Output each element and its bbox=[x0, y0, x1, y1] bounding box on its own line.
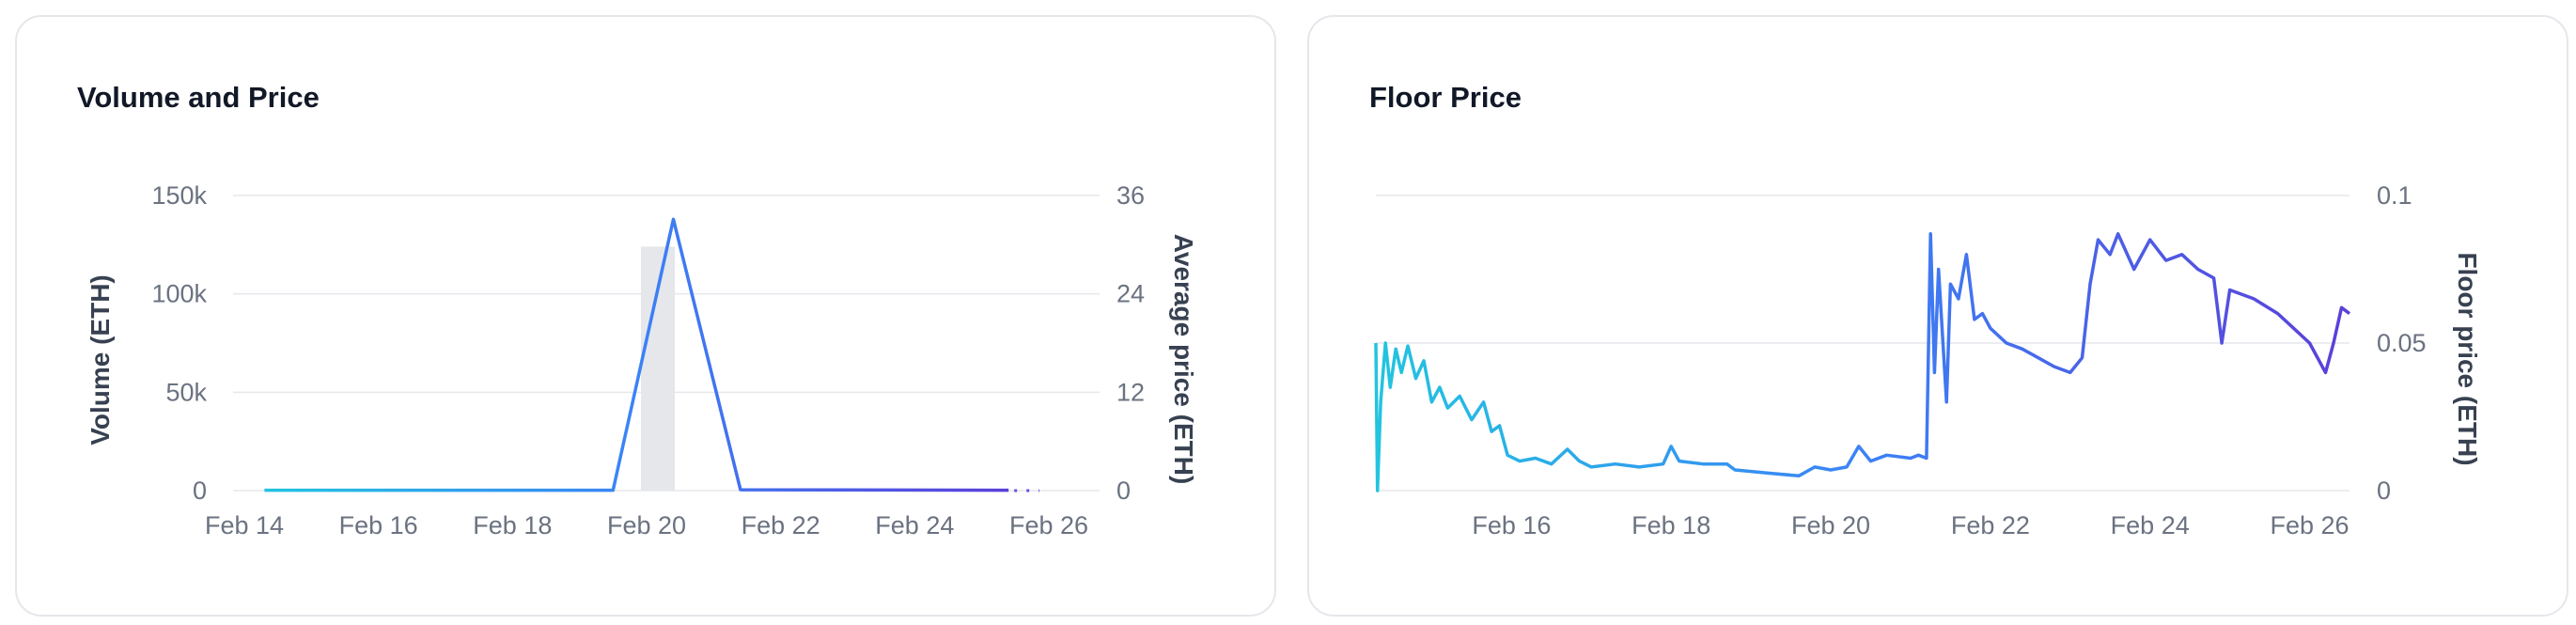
y2-tick-label: 0.05 bbox=[2377, 329, 2427, 357]
y2-axis-title: Floor price (ETH) bbox=[2453, 252, 2482, 465]
x-tick-label: Feb 20 bbox=[607, 511, 686, 539]
x-tick-label: Feb 26 bbox=[1009, 511, 1088, 539]
x-tick-label: Feb 26 bbox=[2271, 511, 2350, 539]
x-tick-label: Feb 18 bbox=[1631, 511, 1710, 539]
x-tick-label: Feb 18 bbox=[473, 511, 552, 539]
x-tick-label: Feb 24 bbox=[2111, 511, 2190, 539]
y-tick-label: 150k bbox=[151, 181, 207, 210]
x-tick-label: Feb 24 bbox=[875, 511, 954, 539]
price-line bbox=[264, 217, 1009, 492]
y2-tick-label: 12 bbox=[1116, 378, 1145, 406]
floor-price-card: Floor Price 0 0.05 0.1 Feb 16 Feb 18 Feb 20 Fe… bbox=[1307, 15, 2568, 617]
x-tick-label: Feb 20 bbox=[1791, 511, 1870, 539]
y-tick-label: 0 bbox=[193, 477, 207, 505]
y2-axis-title: Average price (ETH) bbox=[1169, 234, 1198, 485]
y2-tick-label: 0.1 bbox=[2377, 181, 2412, 210]
x-tick-label: Feb 16 bbox=[339, 511, 418, 539]
y-axis-title: Volume (ETH) bbox=[86, 274, 115, 445]
y-tick-label: 50k bbox=[165, 378, 207, 406]
x-tick-label: Feb 14 bbox=[205, 511, 284, 539]
chart-title: Floor Price bbox=[1369, 81, 1522, 114]
floor-price-line bbox=[1374, 232, 2351, 492]
volume-price-chart[interactable]: 0 50k 100k 150k 0 12 24 36 Feb 14 Feb 16 Feb 18 Feb… bbox=[17, 17, 1278, 618]
chart-title: Volume and Price bbox=[77, 81, 320, 114]
y2-tick-label: 24 bbox=[1116, 280, 1145, 308]
volume-price-card: Volume and Price 0 50k 100k 150k 0 12 24 36 Feb … bbox=[15, 15, 1276, 617]
x-tick-label: Feb 22 bbox=[742, 511, 820, 539]
y2-tick-label: 0 bbox=[2377, 477, 2391, 505]
x-tick-label: Feb 22 bbox=[1951, 511, 2030, 539]
y2-tick-label: 36 bbox=[1116, 181, 1145, 210]
y2-tick-label: 0 bbox=[1116, 477, 1131, 505]
floor-price-chart[interactable]: 0 0.05 0.1 Feb 16 Feb 18 Feb 20 Feb 22 Feb 24 Fe… bbox=[1309, 17, 2570, 618]
y-tick-label: 100k bbox=[151, 280, 207, 308]
x-tick-label: Feb 16 bbox=[1472, 511, 1551, 539]
